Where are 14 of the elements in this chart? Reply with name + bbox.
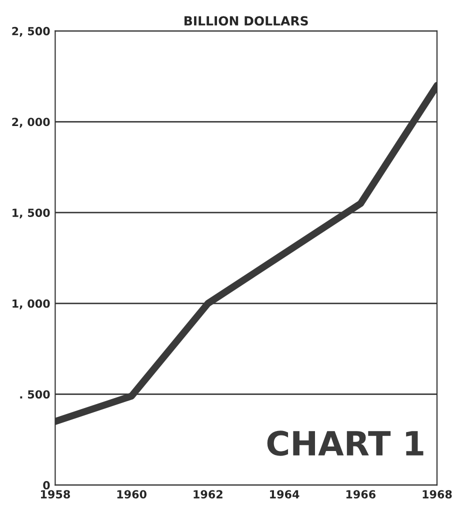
y-tick-label: 1, 500 [12,208,50,218]
y-tick-label: 2, 000 [12,118,50,128]
x-tick-label: 1962 [194,490,222,498]
y-tick-label: . 500 [20,390,50,399]
chart-title: BILLION DOLLARS [184,16,308,26]
x-tick-label: 1966 [346,490,376,498]
annotation: CHART 1 [267,430,424,456]
x-tick-label: 1964 [270,490,300,498]
y-tick-label: 1, 000 [12,299,50,310]
x-tick-label: 1968 [422,490,452,498]
y-tick-label: 0 [43,481,50,490]
x-tick-label: 1960 [117,490,146,498]
y-tick-label: 2, 500 [12,26,50,37]
x-tick-label: 1958 [40,490,70,498]
